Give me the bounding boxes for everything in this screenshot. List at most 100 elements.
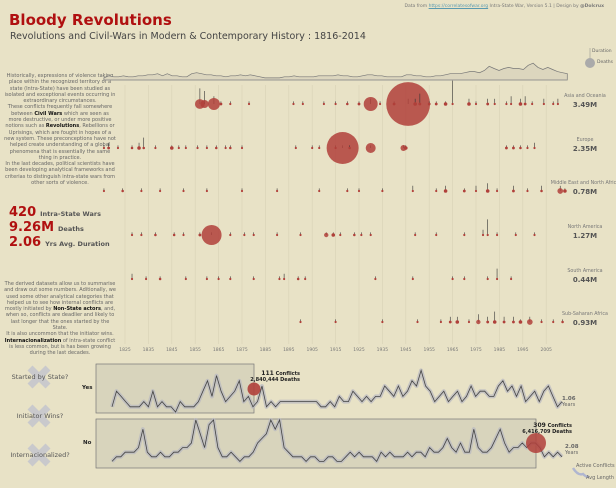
death-bubble xyxy=(207,98,220,110)
yes-deaths-bubble xyxy=(247,382,261,396)
death-bubble xyxy=(411,189,414,193)
source-suffix: Intra-State War, Version 5.1 | Design by xyxy=(488,4,581,9)
x-tick-label: 1905 xyxy=(306,347,318,353)
death-bubble xyxy=(523,102,527,106)
death-bubble xyxy=(130,233,134,237)
yes-label: Yes xyxy=(82,385,93,391)
death-bubble xyxy=(443,189,448,193)
yes-deaths: 2,840,444 Deaths xyxy=(250,377,300,383)
region-label: Middle East and North Africa 0.78M xyxy=(550,181,616,196)
death-bubble xyxy=(518,320,523,324)
death-bubble xyxy=(404,146,408,150)
source-link[interactable]: https://correlatesofwar.org xyxy=(428,4,489,9)
death-bubble xyxy=(486,102,490,106)
kpi-value: 420 xyxy=(9,205,37,220)
death-bubble xyxy=(495,233,499,237)
death-bubble xyxy=(542,102,545,106)
death-bubble xyxy=(533,146,536,150)
death-bubble xyxy=(492,320,497,324)
death-bubble xyxy=(184,146,187,150)
death-bubble xyxy=(411,277,414,281)
death-bubble xyxy=(448,320,452,324)
death-bubble xyxy=(304,277,307,281)
death-bubble xyxy=(369,233,372,237)
x-tick-label: 1995 xyxy=(517,347,529,353)
legend-duration: Duration xyxy=(592,49,612,54)
non-state-term: Non-State actors xyxy=(53,306,101,313)
legend-deaths-icon xyxy=(585,58,595,68)
death-bubble xyxy=(198,233,202,237)
death-bubble xyxy=(357,189,361,193)
page-title: Bloody Revolutions xyxy=(9,11,172,29)
x-tick-label: 1945 xyxy=(400,347,412,353)
legend-deaths: Deaths xyxy=(597,60,613,65)
yes-count: 111 xyxy=(261,370,274,377)
death-bubble xyxy=(229,146,232,150)
outro-text: The derived datasets allow us to summari… xyxy=(4,281,116,357)
death-bubble xyxy=(144,277,148,281)
death-bubble xyxy=(107,146,111,150)
region-label: Europe 2.35M xyxy=(550,138,616,153)
death-bubble xyxy=(474,102,478,106)
death-bubble xyxy=(563,189,567,193)
page-subtitle: Revolutions and Civil-Wars in Modern & C… xyxy=(10,31,366,42)
death-bubble xyxy=(526,189,529,193)
death-bubble xyxy=(299,233,302,237)
death-bubble xyxy=(502,320,506,324)
death-bubble xyxy=(348,146,351,150)
region-label: North America 1.27M xyxy=(550,225,616,240)
author[interactable]: @Dolcrux xyxy=(580,4,604,9)
death-bubble xyxy=(219,102,223,106)
death-bubble xyxy=(294,146,297,150)
death-bubble xyxy=(552,320,555,324)
internationalization-term: Internacionalization xyxy=(4,337,62,344)
death-bubble xyxy=(463,233,466,237)
death-bubble xyxy=(455,320,460,324)
death-bubble xyxy=(229,233,232,237)
death-bubble xyxy=(463,277,466,281)
death-bubble xyxy=(182,189,185,193)
no-deaths: 6,416,709 Deaths xyxy=(522,429,572,435)
death-bubble xyxy=(346,102,349,106)
death-bubble xyxy=(170,146,174,150)
death-bubble xyxy=(240,146,244,150)
source-credit: Data from https://correlatesofwar.org In… xyxy=(405,4,604,9)
death-bubble xyxy=(526,146,529,150)
death-bubble xyxy=(299,320,302,324)
x-icon xyxy=(27,443,51,467)
death-bubble xyxy=(229,102,232,106)
death-bubble xyxy=(526,319,533,325)
death-bubble xyxy=(205,146,208,150)
death-bubble xyxy=(243,233,246,237)
death-bubble xyxy=(121,189,124,193)
death-bubble xyxy=(381,189,384,193)
question-internationalized: Internacionalized? xyxy=(10,451,70,459)
region-name: Asia and Oceania xyxy=(564,94,606,99)
region-deaths: 3.49M xyxy=(572,100,598,109)
region-name: Europe xyxy=(576,138,594,143)
death-bubble xyxy=(360,233,363,237)
intro-p3: In the last decades, political scientist… xyxy=(4,161,116,187)
x-tick-label: 1855 xyxy=(189,347,201,353)
death-bubble xyxy=(378,102,382,106)
legend-line-icon xyxy=(571,467,590,479)
death-bubble xyxy=(276,233,279,237)
death-bubble xyxy=(561,320,564,324)
outro-p1a: The derived datasets allow us to summari… xyxy=(4,281,116,313)
death-bubble xyxy=(540,320,543,324)
outro-p2a: It is also uncommon that the initiator w… xyxy=(6,331,114,338)
death-bubble xyxy=(386,82,431,126)
death-bubble xyxy=(486,320,490,324)
death-bubble xyxy=(142,146,145,150)
death-bubble xyxy=(557,188,564,194)
death-bubble xyxy=(518,102,523,106)
x-tick-label: 1915 xyxy=(330,347,342,353)
x-icon xyxy=(27,365,51,389)
no-count: 309 xyxy=(533,422,546,429)
death-bubble xyxy=(214,146,218,150)
x-tick-label: 1875 xyxy=(236,347,248,353)
no-avg-value: 2.08 xyxy=(565,444,579,450)
death-bubble xyxy=(462,189,466,193)
yes-count-label: Conflicts xyxy=(275,371,300,377)
